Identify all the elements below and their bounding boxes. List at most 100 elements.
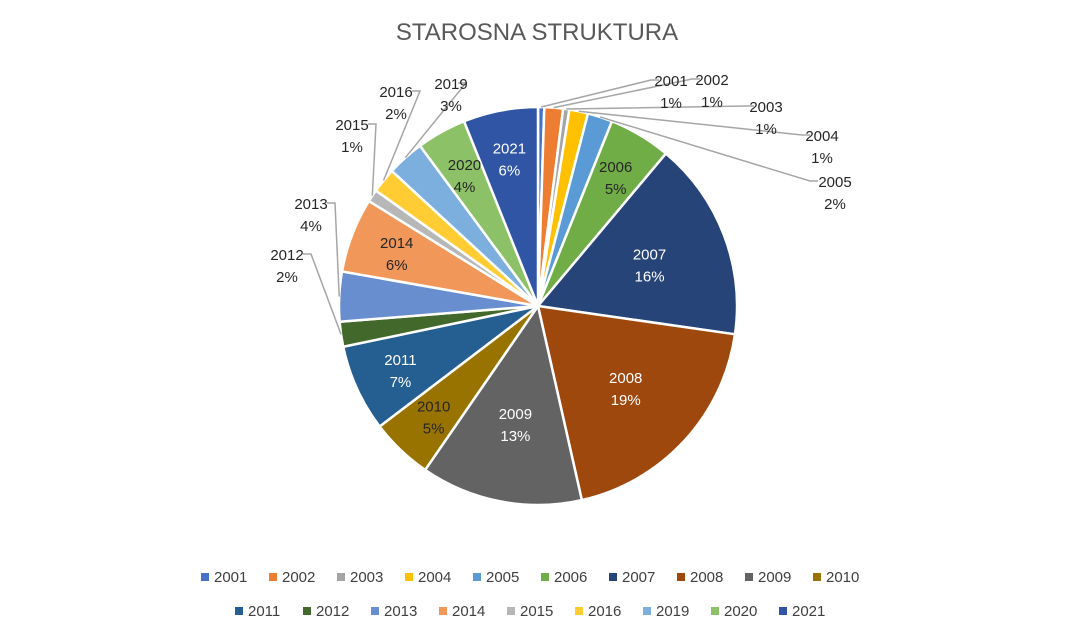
legend-item-2013: 2013 [371,603,417,620]
legend-item-2021: 2021 [779,603,825,620]
data-label-percent-2011: 7% [390,374,412,391]
data-label-2021: 2021 6% [493,140,526,179]
leader-line-2019 [404,82,468,159]
data-label-year-2003: 2003 [749,99,782,116]
legend-item-2005: 2005 [473,569,519,586]
data-label-year-2016: 2016 [379,84,412,101]
legend-label-2004: 2004 [418,569,451,586]
legend-label-2006: 2006 [554,569,587,586]
data-label-percent-2007: 16% [635,268,665,285]
data-label-percent-2001: 1% [660,95,682,112]
data-label-2019: 2019 3% [434,76,467,115]
pie-slice-2008 [536,304,737,502]
legend-swatch-2012 [303,607,311,615]
leader-line-2001 [540,79,659,108]
legend-item-2010: 2010 [813,569,859,586]
leader-line-2003 [566,105,754,110]
data-label-year-2001: 2001 [654,73,687,90]
data-label-percent-2016: 2% [385,106,407,123]
legend-label-2021: 2021 [792,603,825,620]
data-label-year-2002: 2002 [695,72,728,89]
legend-swatch-2008 [677,573,685,581]
data-label-year-2007: 2007 [633,246,666,263]
legend-label-2002: 2002 [282,569,315,586]
leader-line-2005 [599,116,818,182]
data-labels: 2001 1% 2002 1% 2003 1% 2004 1% 2005 2% 2006 5% 2007… [270,72,851,445]
data-label-percent-2015: 1% [341,139,363,156]
data-label-percent-2020: 4% [454,179,476,196]
legend-swatch-2016 [575,607,583,615]
legend-swatch-2005 [473,573,481,581]
legend-swatch-2015 [507,607,515,615]
legend-label-2014: 2014 [452,603,485,620]
data-label-percent-2005: 2% [824,196,846,213]
data-label-2005: 2005 2% [818,174,851,213]
legend-label-2001: 2001 [214,569,247,586]
data-label-percent-2003: 1% [755,121,777,138]
data-label-percent-2021: 6% [499,162,521,179]
data-label-2006: 2006 5% [599,159,632,198]
data-label-2002: 2002 1% [695,72,728,111]
legend-label-2020: 2020 [724,603,757,620]
legend-label-2013: 2013 [384,603,417,620]
data-label-year-2015: 2015 [335,117,368,134]
legend-swatch-2001 [201,573,209,581]
data-label-percent-2010: 5% [423,420,445,437]
legend-swatch-2006 [541,573,549,581]
legend-swatch-2021 [779,607,787,615]
data-label-percent-2002: 1% [701,94,723,111]
legend-item-2004: 2004 [405,569,451,586]
data-label-percent-2009: 13% [500,428,530,445]
data-label-year-2010: 2010 [417,398,450,415]
legend-swatch-2010 [813,573,821,581]
legend-item-2016: 2016 [575,603,621,620]
data-label-2013: 2013 4% [294,196,327,235]
legend-swatch-2013 [371,607,379,615]
chart-title: STAROSNA STRUKTURA [396,19,678,46]
data-label-percent-2013: 4% [300,218,322,235]
legend-label-2012: 2012 [316,603,349,620]
legend: 2001 2002 2003 2004 2005 2006 2007 2008 2009 2010… [201,569,859,620]
data-label-year-2006: 2006 [599,159,632,176]
legend-label-2003: 2003 [350,569,383,586]
legend-label-2007: 2007 [622,569,655,586]
legend-item-2006: 2006 [541,569,587,586]
data-label-2009: 2009 13% [499,406,532,445]
legend-swatch-2020 [711,607,719,615]
legend-item-2020: 2020 [711,603,757,620]
data-label-year-2009: 2009 [499,406,532,423]
legend-label-2010: 2010 [826,569,859,586]
legend-item-2001: 2001 [201,569,247,586]
data-label-2007: 2007 16% [633,246,666,285]
legend-item-2007: 2007 [609,569,655,586]
data-label-percent-2004: 1% [811,150,833,167]
leader-line-2012 [303,253,342,335]
data-label-2020: 2020 4% [448,157,481,196]
legend-label-2005: 2005 [486,569,519,586]
data-label-2001: 2001 1% [654,73,687,112]
data-label-2012: 2012 2% [270,247,303,286]
data-label-percent-2019: 3% [440,98,462,115]
pie-slice-2009 [423,304,584,507]
data-label-year-2012: 2012 [270,247,303,264]
data-label-year-2014: 2014 [380,235,413,252]
pie-slice-2007 [536,152,739,336]
legend-swatch-2007 [609,573,617,581]
leader-lines [303,78,818,335]
data-label-year-2019: 2019 [434,76,467,93]
legend-item-2019: 2019 [643,603,689,620]
data-label-2004: 2004 1% [805,128,838,167]
legend-swatch-2002 [269,573,277,581]
data-label-year-2021: 2021 [493,140,526,157]
legend-item-2012: 2012 [303,603,349,620]
data-label-percent-2012: 2% [276,269,298,286]
data-label-year-2020: 2020 [448,157,481,174]
legend-swatch-2009 [745,573,753,581]
legend-item-2014: 2014 [439,603,485,620]
leader-line-2004 [578,110,810,136]
leader-line-2016 [382,90,422,181]
legend-item-2003: 2003 [337,569,383,586]
data-label-year-2011: 2011 [384,352,416,369]
